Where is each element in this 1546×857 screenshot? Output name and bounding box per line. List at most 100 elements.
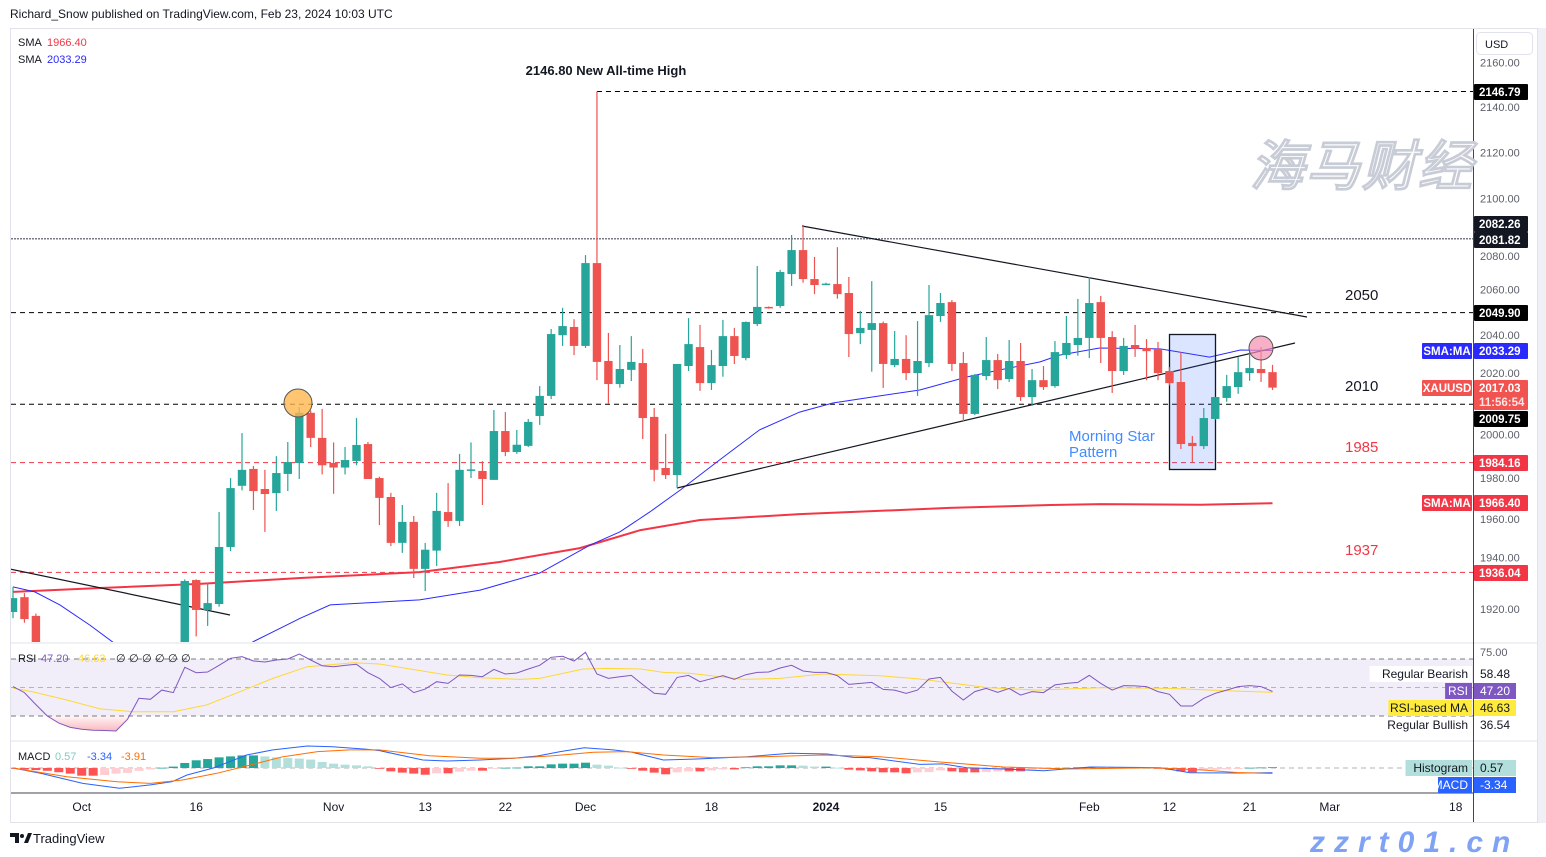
- macd-histogram-bar: [626, 768, 636, 769]
- macd-histogram-bar: [180, 762, 190, 768]
- time-tick-label: 16: [190, 800, 204, 814]
- rsi-label-tag: [1388, 700, 1472, 716]
- price-tag-value: 2081.82: [1479, 235, 1521, 247]
- candle-up: [970, 374, 979, 414]
- candle-down: [810, 279, 819, 285]
- candle-down: [638, 363, 647, 419]
- candle-down: [501, 431, 510, 453]
- candle-up: [741, 321, 750, 359]
- macd-histogram-bar: [603, 765, 613, 768]
- macd-histogram-bar: [145, 768, 155, 770]
- macd-histogram-bar: [420, 768, 430, 775]
- price-tick-label: 2040.00: [1480, 330, 1520, 342]
- macd-histogram-bar: [649, 768, 659, 773]
- macd-histogram-bar: [867, 768, 877, 772]
- candle-down: [1096, 302, 1105, 338]
- price-tag-value: 1984.16: [1479, 458, 1521, 470]
- candle-down: [192, 580, 201, 610]
- currency-button[interactable]: [1476, 32, 1533, 55]
- macd-histogram-bar: [890, 768, 900, 773]
- rsi-value-tag-text: 46.63: [1480, 701, 1510, 715]
- right-gutter: [1538, 28, 1546, 823]
- candle-down: [478, 470, 487, 479]
- macd-histogram-bar: [134, 768, 144, 771]
- candle-down: [409, 521, 418, 569]
- macd-histogram-bar: [1245, 767, 1255, 769]
- macd-histogram-bar: [787, 765, 797, 768]
- macd-histogram-bar: [1187, 768, 1197, 773]
- price-tick-label: 1920.00: [1480, 604, 1520, 616]
- candle-up: [890, 358, 899, 366]
- candle-up: [684, 344, 693, 367]
- macd-histogram-bar: [191, 760, 201, 768]
- candle-up: [1211, 397, 1220, 419]
- candle-down: [833, 284, 842, 295]
- price-tick-label: 2160.00: [1480, 57, 1520, 69]
- candle-up: [272, 473, 281, 494]
- macd-histogram-bar: [432, 768, 442, 774]
- macd-histogram-bar: [798, 765, 808, 768]
- macd-histogram-bar: [661, 768, 671, 775]
- macd-histogram-bar: [65, 768, 75, 774]
- watermark-cn: 海马财经: [1250, 137, 1478, 197]
- candle-down: [695, 347, 705, 384]
- rsi-placeholder: ∅: [129, 653, 139, 665]
- candle-down: [1130, 345, 1140, 349]
- macd-value-tag-text: 0.57: [1480, 761, 1504, 775]
- macd-histogram-bar: [741, 767, 751, 769]
- macd-histogram-bar: [581, 762, 590, 768]
- candle-up: [237, 469, 247, 486]
- morning-star-label: Morning Star: [1069, 428, 1155, 445]
- candle-down: [1153, 348, 1163, 374]
- price-tick-label: 1960.00: [1480, 514, 1520, 526]
- price-tick-label: 1980.00: [1480, 473, 1520, 485]
- candle-up: [718, 336, 728, 367]
- price-tag-value: 1966.40: [1479, 498, 1521, 510]
- candle-up: [489, 431, 499, 480]
- macd-histogram-bar: [386, 768, 396, 772]
- price-tag: [1474, 216, 1528, 232]
- macd-histogram-bar: [810, 766, 819, 768]
- macd-histogram-bar: [878, 768, 888, 773]
- price-tag-countdown: 11:56:54: [1479, 397, 1525, 409]
- macd-histogram-bar: [947, 768, 957, 772]
- series-label-text: SMA:MA: [1423, 346, 1470, 358]
- sma-slow-legend-label[interactable]: SMA: [18, 37, 43, 49]
- rsi-legend-label[interactable]: RSI: [18, 653, 36, 665]
- candle-up: [1245, 368, 1254, 374]
- morning-star-label-line2: Pattern: [1069, 444, 1117, 461]
- macd-legend-label[interactable]: MACD: [18, 751, 50, 763]
- highlight-circle-orange: [283, 388, 313, 418]
- macd-signal-line: [12, 749, 1273, 784]
- candle-up: [283, 462, 292, 474]
- macd-histogram-bar: [157, 767, 167, 769]
- macd-histogram-bar: [775, 765, 785, 768]
- macd-histogram-bar: [1256, 767, 1266, 769]
- price-axis[interactable]: 2160.00 2140.00 2120.00 2100.00 2080.00 2060.…: [1480, 57, 1520, 616]
- macd-histogram-bar: [248, 755, 258, 768]
- time-axis[interactable]: Oct 16 Nov 13 22 Dec 18 2024 15 Feb 12 21 Mar 18: [72, 800, 1462, 814]
- chart-frame: [10, 28, 1538, 823]
- candle-up: [214, 546, 224, 605]
- rsi-placeholder: ∅: [142, 653, 152, 665]
- macd-histogram-bar: [1268, 767, 1277, 769]
- price-tick-label: 2140.00: [1480, 102, 1520, 114]
- candle-up: [787, 250, 796, 275]
- candle-down: [1142, 347, 1151, 352]
- macd-histogram-bar: [752, 766, 762, 768]
- macd-histogram-bar: [558, 763, 568, 768]
- macd-histogram-bar: [443, 768, 453, 774]
- sma-fast-legend-label[interactable]: SMA: [18, 54, 43, 66]
- macd-pane: [11, 745, 1473, 789]
- candle-up: [1233, 372, 1243, 388]
- candle-up: [615, 368, 625, 385]
- macd-histogram-bar: [317, 761, 327, 768]
- rsi-pane: [11, 651, 1473, 732]
- candle-down: [249, 468, 258, 492]
- candle-up: [466, 469, 476, 471]
- candle-down: [1268, 372, 1277, 388]
- tradingview-brand[interactable]: TradingView: [33, 831, 105, 846]
- tradingview-logo-icon[interactable]: [10, 833, 32, 843]
- candle-down: [844, 292, 854, 335]
